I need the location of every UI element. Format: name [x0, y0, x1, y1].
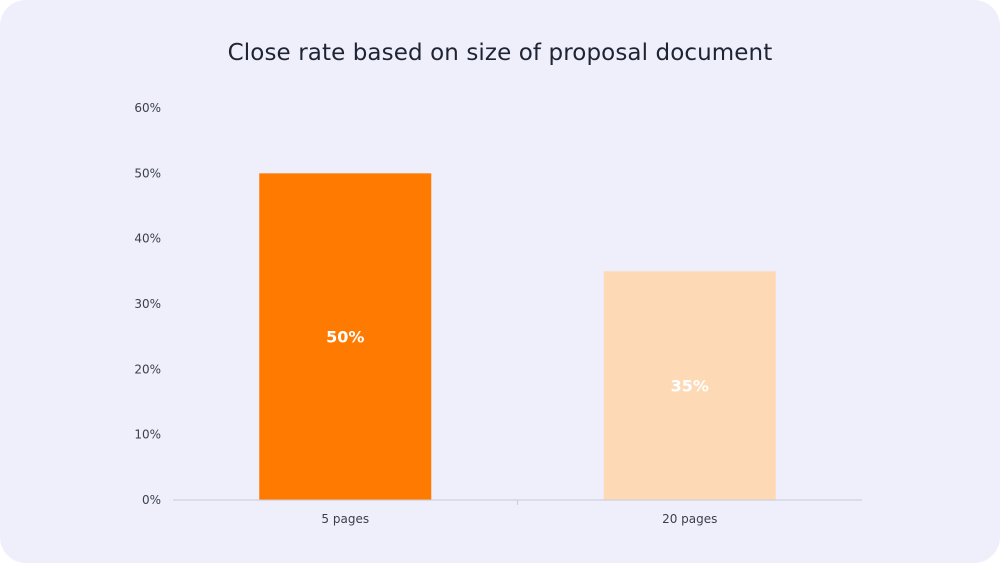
- x-tick-label: 5 pages: [321, 512, 369, 526]
- y-tick-label: 10%: [134, 428, 161, 442]
- y-tick-label: 60%: [134, 101, 161, 115]
- y-tick-label: 0%: [142, 493, 161, 507]
- bar: [603, 271, 776, 500]
- bar-data-label: 35%: [671, 377, 709, 396]
- y-tick-label: 30%: [134, 297, 161, 311]
- y-tick-label: 40%: [134, 232, 161, 246]
- bar: [259, 173, 432, 501]
- y-tick-label: 50%: [134, 166, 161, 180]
- bar-data-label: 50%: [326, 328, 364, 347]
- chart-title: Close rate based on size of proposal doc…: [227, 40, 773, 66]
- x-tick-label: 20 pages: [662, 512, 717, 526]
- y-tick-label: 20%: [134, 362, 161, 376]
